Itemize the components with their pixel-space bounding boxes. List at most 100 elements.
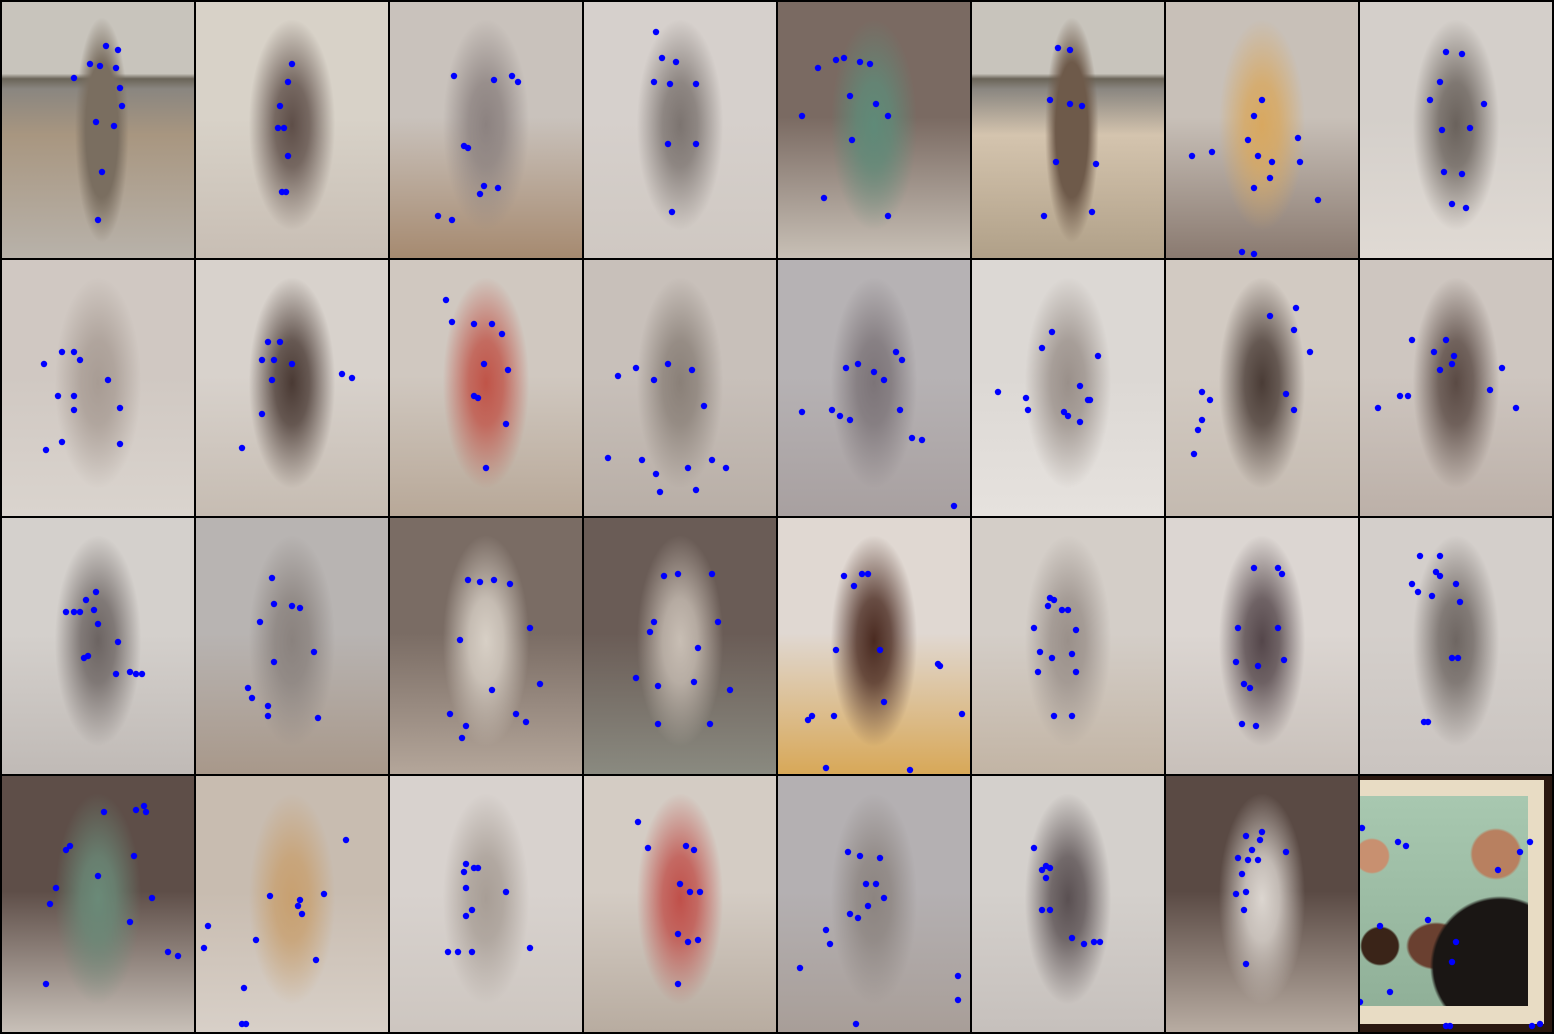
keypoint-dot [1036,648,1044,656]
keypoint-overlay [1426,48,1488,212]
keypoint-dot [674,930,682,938]
keypoint-dot [708,456,716,464]
keypoint-dot [502,888,510,896]
keypoint-dot [70,348,78,356]
keypoint-dot [1386,988,1394,996]
keypoint-dot [846,910,854,918]
keypoint-dot [526,944,534,952]
keypoint-dot [240,984,248,992]
keypoint-dot [1250,112,1258,120]
keypoint-overlay [804,570,966,774]
keypoint-dot [690,846,698,854]
keypoint-dot [884,212,892,220]
keypoint-dot [1040,212,1048,220]
keypoint-dot [42,446,50,454]
keypoint-dot [1416,552,1424,560]
keypoint-dot [126,918,134,926]
keypoint-dot [854,360,862,368]
tile-image [1166,2,1358,258]
grid-tile-blurred-orange-shapes [196,776,388,1032]
keypoint-dot [1064,606,1072,614]
keypoint-dot [1436,572,1444,580]
keypoint-dot [880,376,888,384]
keypoint-dot [1232,658,1240,666]
grid-tile-photo-two-men-donuts [1360,776,1552,1032]
grid-tile-blurred-person-gray [390,2,582,258]
keypoint-dot [140,802,148,810]
keypoint-dot [138,670,146,678]
keypoint-dot [676,880,684,888]
keypoint-overlay [650,28,700,216]
keypoint-dot [76,356,84,364]
keypoint-dot [200,944,208,952]
keypoint-dot [994,388,1002,396]
keypoint-dot [682,842,690,850]
grid-tile-blurred-dark-mound [1360,260,1552,516]
keypoint-dot [266,892,274,900]
keypoint-dot [1198,388,1206,396]
keypoint-dot [296,896,304,904]
keypoint-dot [1244,856,1252,864]
keypoint-dot [52,884,60,892]
keypoint-dot [1258,96,1266,104]
keypoint-dot [908,434,916,442]
keypoint-dot [112,64,120,72]
keypoint-dot [604,454,612,462]
keypoint-dot [92,588,100,596]
keypoint-dot [70,74,78,82]
keypoint-dot [672,58,680,66]
keypoint-dot [474,864,482,872]
keypoint-dot [1068,650,1076,658]
keypoint-dot [264,702,272,710]
keypoint-dot [1466,124,1474,132]
keypoint-dot [442,296,450,304]
keypoint-dot [1052,158,1060,166]
keypoint-overlay [798,348,958,510]
keypoint-dot [1436,78,1444,86]
keypoint-overlay [1030,844,1104,948]
keypoint-dot [174,952,182,960]
keypoint-dot [1458,50,1466,58]
keypoint-dot [1072,668,1080,676]
keypoint-dot [656,488,664,496]
keypoint-dot [476,578,484,586]
keypoint-dot [1194,426,1202,434]
keypoint-dot [876,854,884,862]
keypoint-dot [96,62,104,70]
keypoint-dot [692,486,700,494]
keypoint-dot [1442,48,1450,56]
keypoint-dot [844,848,852,856]
keypoint-dot [1430,348,1438,356]
keypoint-dot [1254,152,1262,160]
grid-tile-blurred-dark-top-light [1166,776,1358,1032]
keypoint-dot [828,406,836,414]
keypoint-dot [1258,828,1266,836]
keypoint-dot [1246,684,1254,692]
tile-image [390,776,582,1032]
keypoint-dot [490,76,498,84]
keypoint-dot [1266,174,1274,182]
keypoint-dot [684,464,692,472]
grid-tile-blurred-gray-blue-3 [778,776,970,1032]
keypoint-dot [632,674,640,682]
keypoint-dot [832,646,840,654]
keypoint-dot [1360,998,1364,1006]
keypoint-dot [1480,100,1488,108]
keypoint-dot [1440,168,1448,176]
keypoint-dot [898,356,906,364]
keypoint-dot [852,1020,860,1028]
keypoint-dot [1266,312,1274,320]
tile-image [1360,260,1552,516]
keypoint-dot [132,806,140,814]
keypoint-overlay [434,72,522,224]
keypoint-dot [1486,386,1494,394]
keypoint-dot [1436,552,1444,560]
keypoint-dot [1414,588,1422,596]
keypoint-dot [820,194,828,202]
keypoint-dot [1452,938,1460,946]
keypoint-dot [1498,364,1506,372]
keypoint-dot [270,658,278,666]
keypoint-overlay [1030,594,1080,720]
keypoint-dot [854,914,862,922]
keypoint-dot [92,118,100,126]
